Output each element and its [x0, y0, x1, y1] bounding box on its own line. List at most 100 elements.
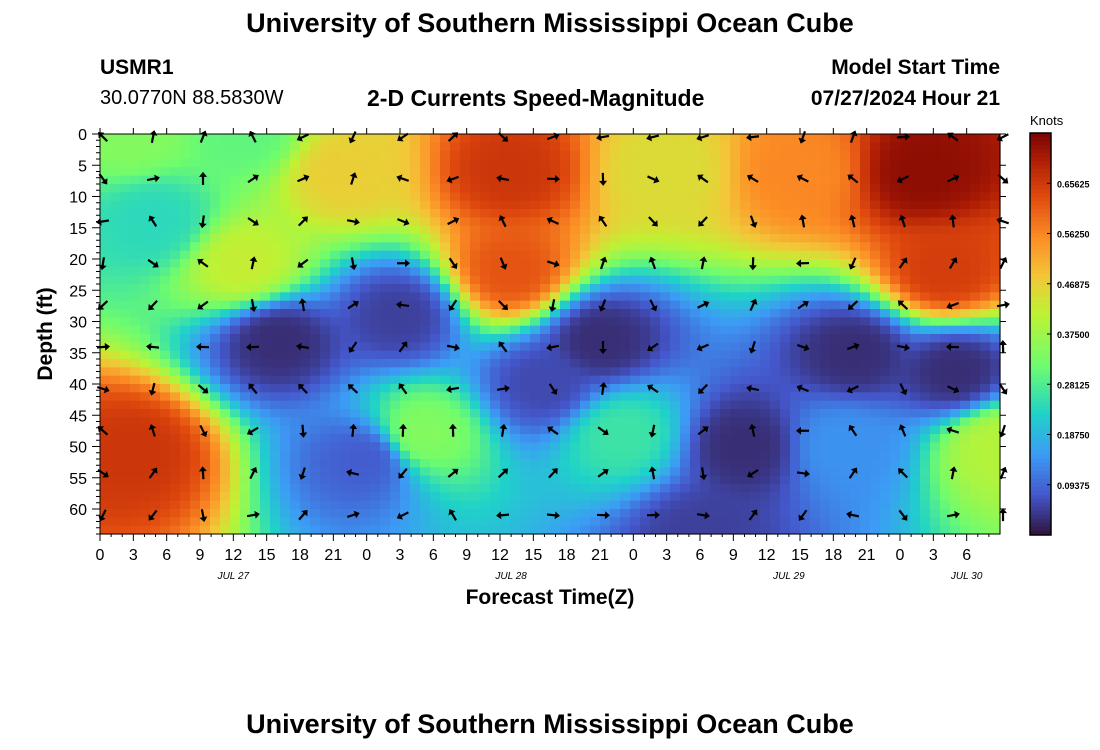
heat-cell [170, 509, 181, 518]
heat-cell [340, 442, 351, 452]
heat-cell [470, 250, 481, 260]
heat-cell [350, 350, 361, 360]
heat-cell [270, 459, 281, 468]
heat-cell [560, 267, 571, 277]
heat-cell [570, 392, 581, 402]
heat-cell [220, 250, 231, 260]
heat-cell [780, 192, 791, 202]
heat-cell [300, 325, 311, 335]
heat-cell [750, 367, 761, 377]
heat-cell [860, 459, 871, 468]
heat-cell [610, 409, 621, 418]
heat-cell [210, 159, 221, 168]
heat-cell [750, 300, 761, 310]
heat-cell [720, 292, 731, 302]
heat-cell [130, 234, 141, 243]
heat-cell [970, 217, 981, 227]
heat-cell [150, 300, 161, 310]
heat-cell [840, 517, 851, 527]
heat-cell [340, 384, 351, 393]
heat-cell [140, 509, 151, 518]
heat-cell [680, 334, 691, 343]
heat-cell [790, 400, 801, 410]
heat-cell [490, 492, 501, 502]
heat-cell [570, 150, 581, 160]
heat-cell [150, 217, 161, 227]
heat-cell [460, 425, 471, 435]
heat-cell [320, 217, 331, 227]
heat-cell [160, 309, 171, 318]
current-arrow [448, 299, 458, 311]
heat-cell [390, 350, 401, 360]
heat-cell [770, 492, 781, 502]
heat-cell [650, 250, 661, 260]
heat-cell [110, 167, 121, 177]
heat-cell [690, 392, 701, 402]
heat-cell [360, 434, 371, 443]
heat-cell [100, 375, 111, 385]
heat-cell [350, 209, 361, 218]
heat-cell [180, 434, 191, 443]
heat-cell [860, 184, 871, 193]
heat-cell [660, 359, 671, 368]
heat-cell [670, 150, 681, 160]
heat-cell [360, 325, 371, 335]
heat-cell [270, 209, 281, 218]
heat-cell [570, 159, 581, 168]
heat-cell [380, 234, 391, 243]
heat-cell [310, 492, 321, 502]
heat-cell [230, 492, 241, 502]
heat-cell [240, 334, 251, 343]
heat-cell [210, 342, 221, 352]
heat-cell [510, 134, 521, 143]
heat-cell [350, 484, 361, 493]
heat-cell [230, 475, 241, 485]
heat-cell [920, 159, 931, 168]
heat-cell [650, 525, 661, 535]
heat-cell [900, 359, 911, 368]
heat-cell [550, 192, 561, 202]
heat-cell [760, 184, 771, 193]
heat-cell [900, 309, 911, 318]
current-arrow [899, 383, 908, 396]
x-axis-label: Forecast Time(Z) [466, 586, 635, 609]
heat-cell [740, 425, 751, 435]
heat-cell [840, 334, 851, 343]
heat-cell [720, 217, 731, 227]
heat-cell [200, 425, 211, 435]
heat-cell [660, 250, 671, 260]
heat-cell [950, 225, 961, 235]
heat-cell [860, 225, 871, 235]
heat-cell [720, 400, 731, 410]
heat-cell [200, 475, 211, 485]
heat-cell [230, 209, 241, 218]
heat-cell [220, 142, 231, 152]
heat-cell [940, 234, 951, 243]
heat-cell [430, 267, 441, 277]
heat-cell [460, 525, 471, 535]
heat-cell [560, 242, 571, 252]
heat-cell [190, 334, 201, 343]
heat-cell [990, 284, 1001, 293]
heat-cell [920, 284, 931, 293]
heat-cell [750, 450, 761, 460]
heat-cell [400, 384, 411, 393]
heat-cell [470, 275, 481, 285]
heat-cell [350, 467, 361, 477]
heat-cell [740, 334, 751, 343]
heat-cell [480, 209, 491, 218]
x-tick-label: 9 [462, 547, 471, 564]
current-arrow [849, 130, 858, 144]
heat-cell [650, 417, 661, 427]
heat-cell [310, 409, 321, 418]
heat-cell [410, 234, 421, 243]
heat-cell [130, 392, 141, 402]
chart-title: University of Southern Mississippi Ocean… [246, 8, 854, 38]
heat-cell [770, 467, 781, 477]
heat-cell [950, 209, 961, 218]
heat-cell [850, 442, 861, 452]
colorbar-swatch [1030, 426, 1051, 431]
heat-cell [940, 242, 951, 252]
heat-cell [880, 392, 891, 402]
heat-cell [390, 250, 401, 260]
